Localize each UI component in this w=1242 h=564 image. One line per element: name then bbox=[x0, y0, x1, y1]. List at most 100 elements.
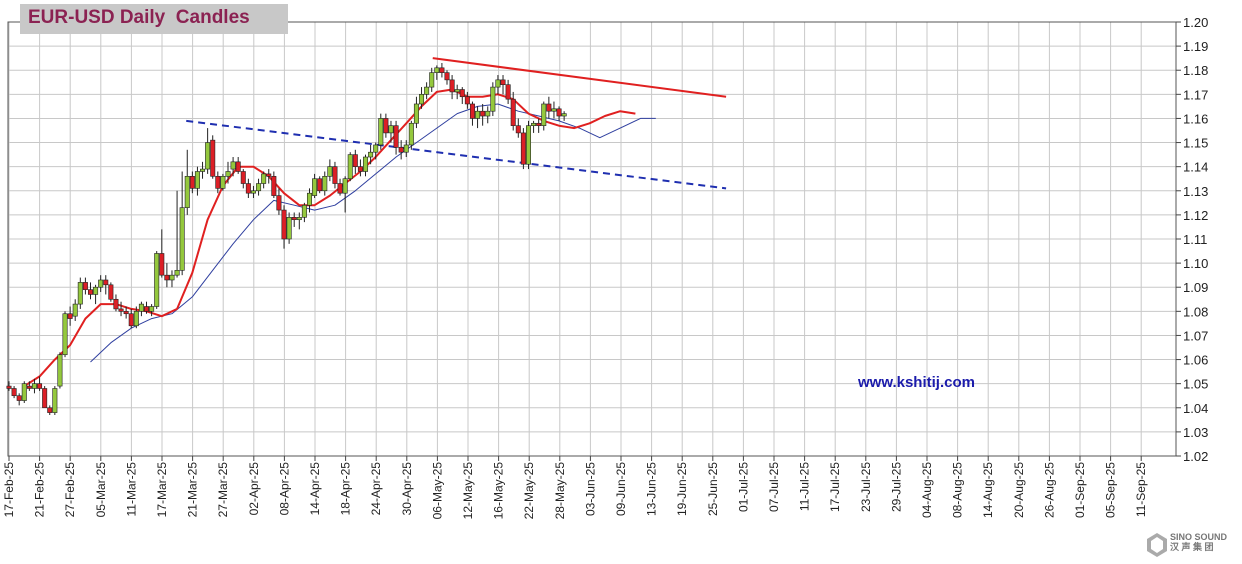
x-tick-label: 24-Apr-25 bbox=[369, 462, 383, 516]
candle-body bbox=[230, 161, 236, 170]
candle-body bbox=[403, 144, 409, 153]
candle-body bbox=[495, 79, 501, 88]
candle-body bbox=[561, 113, 567, 117]
candles bbox=[6, 62, 567, 416]
candle bbox=[82, 277, 88, 295]
candle bbox=[434, 65, 440, 80]
candle-body bbox=[174, 270, 180, 276]
candle bbox=[505, 79, 511, 104]
candle-body bbox=[357, 166, 363, 172]
x-tick-label: 08-Aug-25 bbox=[951, 462, 965, 518]
candle-body bbox=[536, 122, 542, 126]
candle bbox=[561, 111, 567, 121]
candle-body bbox=[531, 122, 537, 126]
y-tick-label: 1.13 bbox=[1183, 184, 1208, 199]
candle bbox=[388, 120, 394, 143]
candle bbox=[21, 381, 27, 403]
candle bbox=[357, 159, 363, 177]
candle bbox=[266, 169, 272, 184]
candle-body bbox=[296, 217, 302, 221]
x-tick-label: 13-Jun-25 bbox=[645, 462, 659, 516]
candle-body bbox=[413, 103, 419, 124]
x-tick-label: 01-Sep-25 bbox=[1073, 462, 1087, 518]
x-tick-label: 07-Jul-25 bbox=[767, 462, 781, 512]
candle-body bbox=[184, 176, 190, 208]
x-tick-label: 18-Apr-25 bbox=[339, 462, 353, 516]
candle-body bbox=[144, 306, 150, 312]
candle bbox=[118, 301, 124, 317]
candle-body bbox=[164, 274, 170, 281]
x-tick-label: 05-Sep-25 bbox=[1104, 462, 1118, 518]
candle-body bbox=[444, 72, 450, 81]
candle-body bbox=[108, 284, 114, 300]
x-axis-ticks: 17-Feb-25 21-Feb-25 27-Feb-25 05-Mar-25 11-M… bbox=[2, 456, 1148, 519]
candle-body bbox=[138, 303, 144, 312]
y-tick-label: 1.14 bbox=[1183, 160, 1208, 175]
x-tick-label: 26-Aug-25 bbox=[1042, 462, 1056, 518]
y-tick-label: 1.08 bbox=[1183, 304, 1208, 319]
x-tick-label: 11-Sep-25 bbox=[1134, 462, 1148, 517]
title-box bbox=[20, 4, 288, 34]
x-tick-label: 04-Aug-25 bbox=[920, 462, 934, 518]
candle bbox=[108, 282, 114, 302]
candle bbox=[551, 101, 557, 119]
candle-body bbox=[77, 282, 83, 305]
candle-body bbox=[189, 176, 195, 189]
x-tick-label: 12-May-25 bbox=[461, 462, 475, 520]
candle-body bbox=[281, 209, 287, 240]
candle bbox=[189, 171, 195, 194]
candle bbox=[169, 270, 175, 288]
candle-body bbox=[398, 147, 404, 153]
candle bbox=[444, 70, 450, 85]
candle bbox=[215, 171, 221, 194]
candle bbox=[179, 171, 185, 276]
candle-body bbox=[546, 103, 552, 112]
candle-body bbox=[480, 110, 486, 117]
x-tick-label: 27-Feb-25 bbox=[63, 462, 77, 518]
candle-body bbox=[337, 183, 343, 194]
candle bbox=[205, 128, 211, 174]
candle bbox=[230, 157, 236, 177]
candle-body bbox=[525, 125, 531, 165]
y-tick-label: 1.15 bbox=[1183, 136, 1208, 151]
candle-body bbox=[16, 395, 22, 401]
x-tick-label: 03-Jun-25 bbox=[583, 462, 597, 516]
candle bbox=[11, 386, 17, 399]
candle-body bbox=[393, 125, 399, 148]
candle-body bbox=[363, 156, 369, 172]
candle bbox=[373, 142, 379, 160]
candle-body bbox=[368, 151, 374, 158]
candle bbox=[291, 212, 297, 227]
candle bbox=[413, 96, 419, 129]
candle bbox=[281, 205, 287, 249]
x-tick-label: 02-Apr-25 bbox=[247, 462, 261, 516]
candle bbox=[424, 82, 430, 100]
candle-body bbox=[118, 308, 124, 312]
candle-body bbox=[225, 171, 231, 177]
y-tick-label: 1.09 bbox=[1183, 280, 1208, 295]
candle-body bbox=[271, 176, 277, 196]
candle bbox=[347, 152, 353, 182]
x-tick-label: 21-Feb-25 bbox=[33, 462, 47, 518]
candle bbox=[469, 101, 475, 126]
candle bbox=[123, 306, 129, 319]
x-tick-label: 05-Mar-25 bbox=[94, 462, 108, 518]
candle bbox=[408, 120, 414, 150]
candle bbox=[403, 140, 409, 158]
candle-body bbox=[327, 166, 333, 177]
candle bbox=[52, 386, 58, 416]
candle bbox=[144, 301, 150, 314]
candle bbox=[500, 75, 506, 95]
trendlines bbox=[186, 57, 727, 190]
candle bbox=[6, 381, 12, 391]
candle-body bbox=[179, 207, 185, 271]
candle-body bbox=[301, 204, 307, 218]
candle-body bbox=[42, 388, 48, 409]
candle bbox=[317, 176, 323, 194]
candle-body bbox=[551, 108, 557, 112]
candle-body bbox=[57, 354, 63, 387]
candle bbox=[26, 381, 32, 391]
candle bbox=[87, 282, 93, 300]
candle-body bbox=[347, 154, 353, 180]
candle-body bbox=[82, 282, 88, 290]
